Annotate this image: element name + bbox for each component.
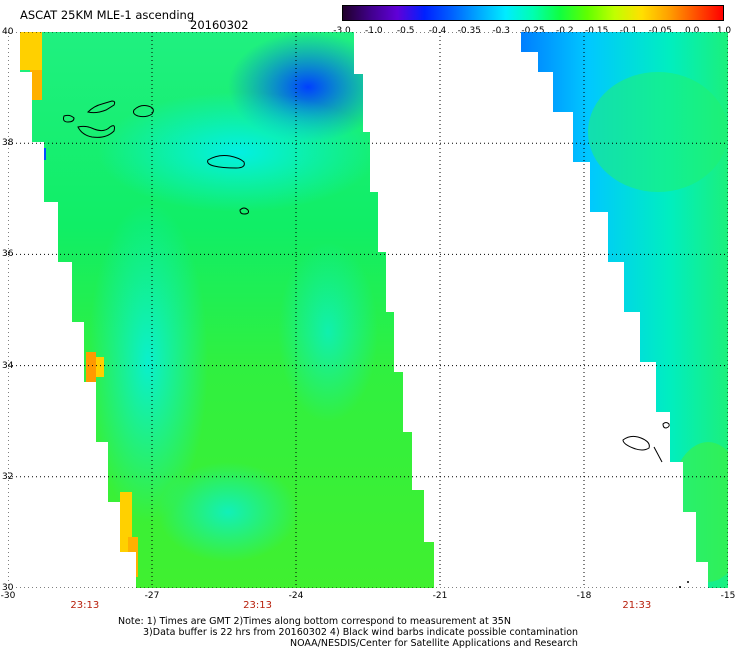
high-value-patch: [96, 357, 104, 377]
latitude-label: 30: [2, 583, 14, 593]
swath-time-label: 23:13: [70, 600, 100, 611]
colorbar-label: -0.35: [457, 26, 481, 36]
high-value-patch: [521, 76, 529, 90]
mid-value-zone: [88, 202, 208, 522]
note-line-2: 3)Data buffer is 22 hrs from 20160302 4)…: [143, 627, 579, 638]
low-value-patch: [528, 112, 536, 122]
chart-title: ASCAT 25KM MLE-1 ascending: [20, 8, 195, 22]
island-outline: [662, 422, 670, 429]
island-dot: [687, 581, 689, 583]
colorbar-label: -0.25: [521, 26, 545, 36]
island-outline: [239, 207, 249, 215]
lat-lon-grid: [8, 32, 728, 588]
colorbar-label: -0.2: [556, 26, 574, 36]
swath-east: [521, 32, 728, 588]
swath-time-label: 21:33: [622, 600, 652, 611]
longitude-label: -27: [144, 591, 160, 601]
island-outline: [622, 435, 650, 451]
colorbar-label: -0.15: [585, 26, 609, 36]
island-outline: [207, 155, 245, 169]
colorbar-label: -1.0: [365, 26, 383, 36]
swath-time-label: 23:13: [243, 600, 273, 611]
colorbar-label: -3.0: [333, 26, 351, 36]
longitude-label: -18: [576, 591, 592, 601]
longitude-label: -30: [0, 591, 16, 601]
colorbar-label: 0.0: [684, 26, 700, 36]
high-value-patch: [86, 352, 96, 382]
high-value-patch: [20, 32, 42, 70]
mid-value-zone: [98, 92, 378, 212]
island-outline: [133, 105, 154, 118]
high-value-patch: [30, 70, 42, 100]
latitude-label: 38: [2, 138, 14, 149]
colorbar-label: -0.5: [396, 26, 415, 36]
island-outline: [87, 100, 116, 114]
low-value-patch: [38, 148, 46, 160]
colorbar: [342, 5, 724, 21]
latitude-label: 34: [2, 360, 14, 371]
high-value-zone: [588, 72, 728, 192]
mid-value-zone: [158, 462, 298, 562]
mid-value-zone: [278, 242, 378, 422]
longitude-label: -24: [288, 591, 304, 601]
island-outline: [77, 125, 115, 138]
colorbar-label: -0.3: [492, 26, 510, 36]
latitude-label: 32: [2, 471, 14, 482]
high-value-zone: [668, 442, 728, 582]
note-line-1: Note: 1) Times are GMT 2)Times along bot…: [118, 616, 511, 627]
note-line-3: NOAA/NESDIS/Center for Satellite Applica…: [290, 638, 578, 649]
latitude-label: 40: [2, 27, 14, 37]
longitude-label: -15: [720, 591, 736, 601]
latitude-label: 36: [2, 249, 14, 260]
colorbar-label: -0.4: [428, 26, 447, 36]
longitude-label: -21: [432, 591, 448, 601]
island-outline: [63, 114, 75, 123]
high-value-patch: [128, 537, 138, 577]
colorbar-label: 1.0: [716, 26, 732, 36]
coastline-islands: [63, 100, 689, 588]
map-plot: [8, 32, 728, 588]
swath-west: [20, 32, 434, 588]
colorbar-label: -0.05: [648, 26, 672, 36]
wind-barb: [653, 446, 663, 463]
chart-date: 20160302: [190, 18, 249, 32]
colorbar-label: -0.1: [619, 26, 638, 36]
